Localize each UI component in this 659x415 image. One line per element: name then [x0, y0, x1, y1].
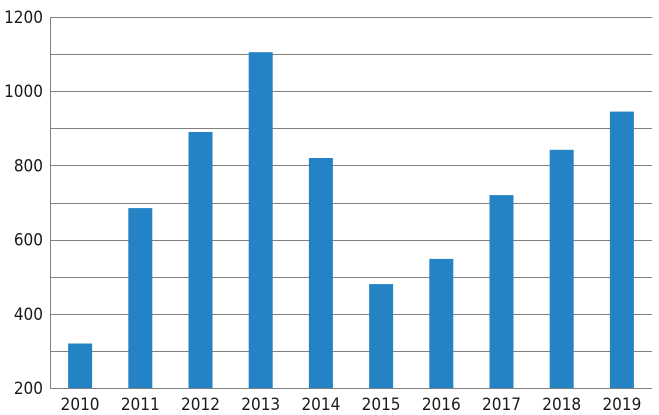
bar-2015 [369, 284, 394, 388]
bar-2010 [68, 343, 93, 388]
axes [50, 17, 652, 389]
x-tick-label-2018: 2018 [542, 395, 581, 415]
bar-2013 [248, 52, 273, 388]
x-axis-tick-labels: 2010 2011 2012 2013 2014 2015 2016 2017 2018 2019 [61, 395, 642, 415]
bar-2019 [609, 111, 634, 388]
x-tick-label-2019: 2019 [602, 395, 641, 415]
y-axis-tick-labels: 200 400 600 800 1000 1200 [4, 8, 43, 399]
bar-2012 [188, 132, 213, 388]
bars [68, 52, 634, 388]
x-tick-label-2015: 2015 [362, 395, 401, 415]
x-tick-label-2012: 2012 [181, 395, 220, 415]
bar-2017 [489, 195, 514, 388]
x-tick-label-2017: 2017 [482, 395, 521, 415]
x-tick-label-2013: 2013 [241, 395, 280, 415]
x-tick-label-2011: 2011 [121, 395, 160, 415]
x-tick-label-2014: 2014 [301, 395, 340, 415]
bar-2014 [308, 158, 333, 388]
bar-2016 [429, 258, 454, 388]
y-tick-label-1000: 1000 [4, 82, 43, 102]
x-tick-label-2016: 2016 [422, 395, 461, 415]
y-tick-label-1200: 1200 [4, 8, 43, 28]
y-tick-label-800: 800 [14, 156, 43, 176]
bar-2018 [549, 149, 574, 388]
y-tick-label-600: 600 [14, 231, 43, 251]
bar-2011 [128, 208, 153, 388]
y-tick-label-400: 400 [14, 305, 43, 325]
y-tick-label-200: 200 [14, 379, 43, 399]
x-tick-label-2010: 2010 [61, 395, 100, 415]
